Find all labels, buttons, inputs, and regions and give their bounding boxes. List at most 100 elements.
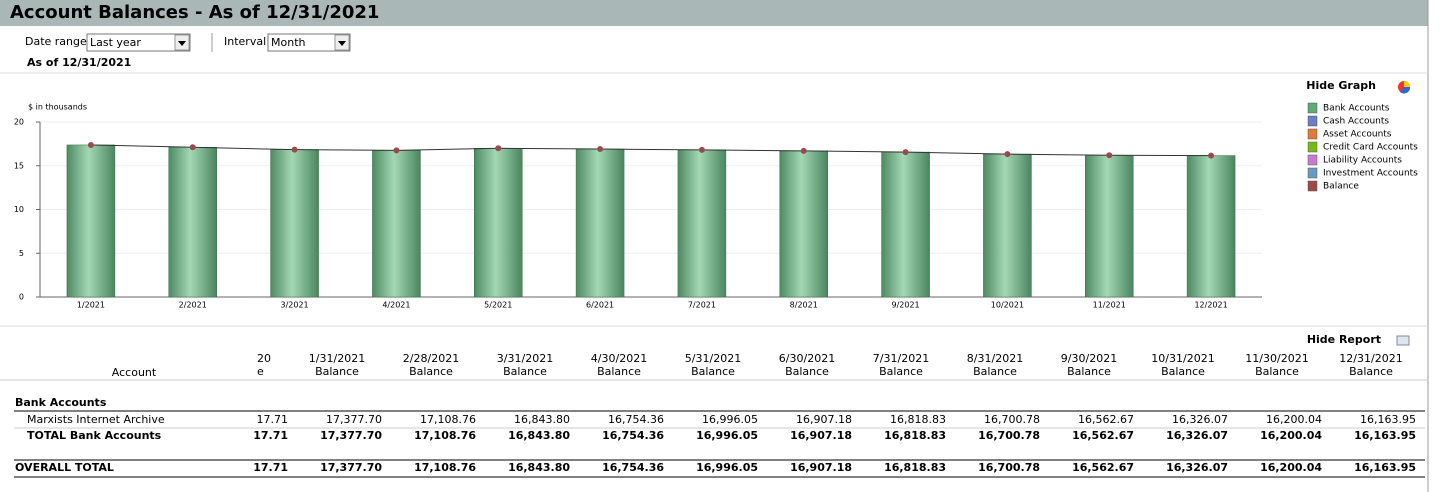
point [698,146,705,153]
date-range-select[interactable] [86,33,191,52]
x-tick-label: 12/2021 [1194,301,1227,310]
column-label: e [257,365,264,378]
date-range-value: Last year [90,36,141,49]
point [1106,152,1113,159]
account-header: Account [112,366,157,379]
point [1004,151,1011,158]
legend-label: Cash Accounts [1323,117,1389,127]
column-label: Balance [785,365,829,378]
legend-swatch [1307,167,1318,179]
bar [372,150,421,298]
legend-label: Investment Accounts [1323,169,1418,179]
column-label: Balance [409,365,453,378]
cell: 16,200.04 [1260,461,1322,474]
cell: 16,996.05 [702,413,758,426]
cell: 16,562.67 [1072,429,1134,442]
row-label: Bank Accounts [15,396,107,409]
x-tick-label: 7/2021 [688,301,716,310]
cell: 17,108.76 [414,429,476,442]
title: Account Balances - As of 12/31/2021 [10,2,379,23]
line [90,144,1212,157]
cell: 16,996.05 [696,429,758,442]
cell: 16,326.07 [1166,429,1228,442]
cell: 17.71 [257,413,289,426]
cell: 16,700.78 [978,461,1040,474]
legend-label: Balance [1323,182,1359,192]
column-date: 6/30/2021 [779,352,835,365]
column-date: 9/30/2021 [1061,352,1117,365]
x-tick-label: 5/2021 [484,301,512,310]
legend-label: Asset Accounts [1323,130,1392,140]
x-tick-label: 2/2021 [179,301,207,310]
legend-swatch [1307,102,1318,114]
cell: 16,700.78 [978,429,1040,442]
x-tick-label: 8/2021 [790,301,818,310]
row-label: Marxists Internet Archive [27,413,165,426]
bar [677,149,727,298]
column-date: 2/28/2021 [403,352,459,365]
cell: 16,700.78 [984,413,1040,426]
cell: 17,108.76 [420,413,476,426]
x-tick-label: 9/2021 [892,301,920,310]
cell: 16,818.83 [884,461,946,474]
cell: 17,377.70 [320,429,382,442]
column-date: 7/31/2021 [873,352,929,365]
legend-label: Credit Card Accounts [1323,143,1418,153]
interval-select[interactable] [267,33,351,52]
cell: 16,163.95 [1354,429,1416,442]
column-date: 5/31/2021 [685,352,741,365]
column-label: Balance [1255,365,1299,378]
cell: 16,843.80 [508,461,570,474]
y-tick-label: 10 [14,205,24,214]
bar [66,144,116,298]
bar [983,153,1032,298]
column-label: Balance [315,365,359,378]
column-date: 8/31/2021 [967,352,1023,365]
column-label: Balance [879,365,923,378]
x-tick-label: 6/2021 [586,301,614,310]
cell: 16,754.36 [608,413,664,426]
cell: 16,200.04 [1260,429,1322,442]
point [800,147,807,154]
y-tick-label: 5 [19,249,24,258]
legend-swatch [1307,154,1318,166]
point [495,145,502,152]
column-label: Balance [1349,365,1393,378]
arrow [178,41,186,46]
bar [1085,154,1134,298]
interval-value: Month [271,36,306,49]
legend-swatch [1307,141,1318,153]
cell: 16,818.83 [884,429,946,442]
as-of: As of 12/31/2021 [27,56,131,69]
legend-swatch [1307,115,1318,127]
column-label: Balance [597,365,641,378]
bar [881,151,930,298]
column-date: 1/31/2021 [309,352,365,365]
cell: 17.71 [253,429,288,442]
row-label: TOTAL Bank Accounts [27,429,162,442]
column-date: 10/31/2021 [1151,352,1214,365]
cell: 16,562.67 [1078,413,1134,426]
x-tick-label: 4/2021 [382,301,410,310]
x-tick-label: 11/2021 [1093,301,1126,310]
row-label: OVERALL TOTAL [15,461,114,474]
title-bar [0,0,1428,26]
cell: 17,377.70 [320,461,382,474]
cell: 16,996.05 [696,461,758,474]
report-icon[interactable] [1396,335,1410,346]
bar [779,150,828,298]
legend-label: Bank Accounts [1323,104,1390,114]
hide-report[interactable]: Hide Report [1307,333,1381,346]
x-tick-label: 3/2021 [281,301,309,310]
cell: 16,907.18 [796,413,852,426]
arrow [338,41,346,46]
cell: 16,843.80 [508,429,570,442]
point [189,144,196,151]
column-label: Balance [973,365,1017,378]
column-date: 11/30/2021 [1245,352,1308,365]
hide-graph[interactable]: Hide Graph [1306,79,1376,92]
point [393,147,400,154]
x-tick-label: 10/2021 [991,301,1024,310]
cell: 16,907.18 [790,461,852,474]
cell: 16,163.95 [1360,413,1416,426]
